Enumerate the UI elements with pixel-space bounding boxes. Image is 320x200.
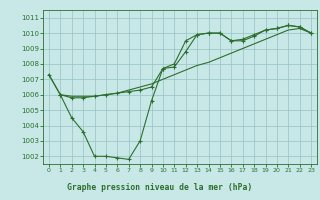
Text: Graphe pression niveau de la mer (hPa): Graphe pression niveau de la mer (hPa) bbox=[68, 183, 252, 192]
